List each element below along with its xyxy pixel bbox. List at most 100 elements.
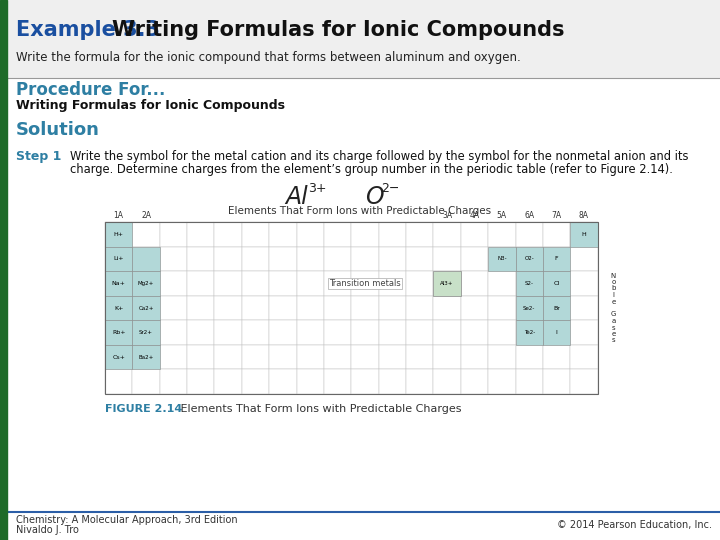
Bar — [516, 271, 543, 296]
Bar — [461, 320, 488, 345]
Bar — [132, 296, 160, 320]
Bar — [160, 222, 187, 247]
Bar — [105, 222, 598, 394]
Bar — [461, 247, 488, 271]
Bar — [543, 345, 570, 369]
Bar — [132, 369, 160, 394]
Bar — [324, 369, 351, 394]
Bar — [379, 247, 406, 271]
Text: Write the symbol for the metal cation and its charge followed by the symbol for : Write the symbol for the metal cation an… — [70, 150, 688, 163]
Bar — [543, 247, 570, 271]
Text: Solution: Solution — [16, 121, 100, 139]
Bar — [433, 369, 461, 394]
Text: Writing Formulas for Ionic Compounds: Writing Formulas for Ionic Compounds — [112, 20, 564, 40]
Bar — [324, 320, 351, 345]
Bar — [570, 222, 598, 247]
Bar — [351, 222, 379, 247]
Text: I: I — [556, 330, 557, 335]
Bar — [433, 271, 461, 296]
Bar — [516, 247, 543, 271]
Bar — [379, 296, 406, 320]
Bar — [269, 247, 297, 271]
Text: Example 3.3: Example 3.3 — [16, 20, 160, 40]
Text: Step 1: Step 1 — [16, 150, 61, 163]
Text: 3+: 3+ — [308, 183, 326, 195]
Bar — [132, 271, 160, 296]
Text: Br: Br — [553, 306, 560, 310]
Bar — [543, 320, 570, 345]
Text: Mg2+: Mg2+ — [138, 281, 154, 286]
Bar — [242, 345, 269, 369]
Bar — [324, 345, 351, 369]
Bar — [160, 247, 187, 271]
Bar — [351, 247, 379, 271]
Bar — [132, 247, 160, 271]
Bar — [297, 320, 324, 345]
Bar — [543, 247, 570, 271]
Text: S2-: S2- — [525, 281, 534, 286]
Text: Ba2+: Ba2+ — [138, 355, 154, 360]
Bar — [516, 296, 543, 320]
Bar — [488, 247, 516, 271]
Text: 6A: 6A — [524, 211, 534, 219]
Bar — [187, 320, 215, 345]
Bar — [160, 320, 187, 345]
Bar — [379, 369, 406, 394]
Text: O2-: O2- — [524, 256, 534, 261]
Text: Na+: Na+ — [112, 281, 125, 286]
Bar — [187, 369, 215, 394]
Bar — [105, 320, 132, 345]
Bar — [242, 222, 269, 247]
Bar — [433, 247, 461, 271]
Bar — [516, 369, 543, 394]
Bar — [160, 296, 187, 320]
Text: Cs+: Cs+ — [112, 355, 125, 360]
Bar — [488, 296, 516, 320]
Text: Nivaldo J. Tro: Nivaldo J. Tro — [16, 525, 79, 535]
Bar — [324, 247, 351, 271]
Text: H: H — [582, 232, 586, 237]
Bar — [105, 345, 132, 369]
Bar — [406, 222, 433, 247]
Bar — [269, 222, 297, 247]
Bar — [215, 345, 242, 369]
Bar — [488, 369, 516, 394]
Bar — [433, 296, 461, 320]
Text: Chemistry: A Molecular Approach, 3rd Edition: Chemistry: A Molecular Approach, 3rd Edi… — [16, 515, 238, 525]
Bar — [433, 271, 461, 296]
Text: N3-: N3- — [497, 256, 507, 261]
Bar — [406, 345, 433, 369]
Bar — [105, 320, 132, 345]
Bar — [105, 271, 132, 296]
Text: 8A: 8A — [579, 211, 589, 219]
Bar — [379, 320, 406, 345]
Bar — [132, 247, 160, 271]
Bar — [351, 369, 379, 394]
Bar — [488, 271, 516, 296]
Bar — [543, 369, 570, 394]
Bar — [351, 320, 379, 345]
Text: Li+: Li+ — [114, 256, 124, 261]
Bar — [160, 369, 187, 394]
Text: 2−: 2− — [381, 183, 400, 195]
Bar — [105, 247, 132, 271]
Bar — [543, 271, 570, 296]
Bar — [543, 320, 570, 345]
Bar — [215, 222, 242, 247]
Bar — [324, 271, 351, 296]
Bar — [570, 345, 598, 369]
Bar — [105, 345, 132, 369]
Bar — [570, 247, 598, 271]
Bar — [132, 296, 160, 320]
Text: Al: Al — [285, 185, 307, 209]
Text: F: F — [555, 256, 559, 261]
Text: O: O — [365, 185, 384, 209]
Bar — [269, 369, 297, 394]
Bar — [132, 271, 160, 296]
Bar — [351, 345, 379, 369]
Bar — [242, 296, 269, 320]
Bar — [105, 296, 132, 320]
Bar — [461, 345, 488, 369]
Bar — [543, 296, 570, 320]
Bar — [269, 345, 297, 369]
